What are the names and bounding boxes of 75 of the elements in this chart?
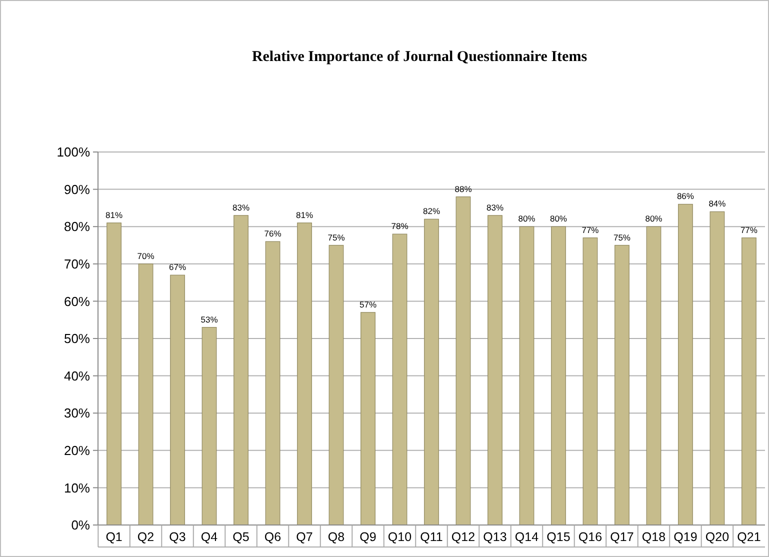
bar bbox=[424, 218, 439, 526]
x-tick-label: Q16 bbox=[578, 530, 602, 544]
data-label: 80% bbox=[518, 214, 536, 224]
x-tick-label: Q13 bbox=[483, 530, 507, 544]
data-label: 83% bbox=[486, 202, 504, 212]
x-tick-label: Q5 bbox=[232, 530, 250, 544]
y-tick-label: 100% bbox=[56, 144, 90, 160]
data-label: 84% bbox=[708, 198, 726, 209]
data-label: 86% bbox=[676, 191, 694, 202]
x-tick-label: Q19 bbox=[674, 530, 698, 544]
x-tick-label: Q4 bbox=[200, 530, 218, 544]
data-label: 81% bbox=[106, 210, 123, 220]
y-tick-label: 0% bbox=[71, 518, 90, 533]
bar bbox=[202, 327, 217, 526]
bar bbox=[456, 196, 471, 526]
bar bbox=[328, 244, 344, 526]
data-label: 75% bbox=[328, 232, 346, 242]
data-label: 77% bbox=[582, 224, 600, 235]
x-tick-label: Q17 bbox=[610, 530, 634, 544]
bar bbox=[551, 226, 566, 526]
y-tick-label: 40% bbox=[64, 368, 90, 384]
bar bbox=[106, 222, 122, 526]
x-tick-label: Q2 bbox=[137, 530, 154, 544]
bar bbox=[360, 312, 376, 526]
data-label: 67% bbox=[169, 262, 186, 272]
data-label: 77% bbox=[740, 224, 758, 235]
y-tick-label: 50% bbox=[64, 331, 90, 346]
bar bbox=[519, 226, 534, 526]
bar bbox=[678, 204, 693, 526]
x-tick-label: Q6 bbox=[264, 530, 282, 544]
y-tick-label: 60% bbox=[64, 294, 90, 309]
x-tick-label: Q10 bbox=[388, 530, 412, 544]
bar bbox=[170, 274, 185, 526]
data-label: 82% bbox=[422, 206, 440, 216]
x-tick-label: Q1 bbox=[106, 530, 122, 544]
x-tick-label: Q21 bbox=[737, 530, 761, 544]
bar bbox=[392, 234, 408, 526]
y-tick-label: 30% bbox=[64, 406, 90, 421]
data-label: 53% bbox=[200, 314, 218, 324]
bar bbox=[265, 241, 280, 526]
bar bbox=[234, 215, 248, 526]
x-tick-label: Q9 bbox=[360, 530, 376, 544]
data-label: 70% bbox=[137, 250, 155, 261]
data-label: 80% bbox=[550, 214, 568, 224]
data-label: 88% bbox=[454, 184, 472, 194]
x-tick-label: Q14 bbox=[514, 530, 539, 544]
x-tick-label: Q18 bbox=[642, 530, 666, 544]
x-tick-label: Q20 bbox=[705, 530, 730, 544]
x-tick-label: Q15 bbox=[546, 530, 570, 544]
data-label: 80% bbox=[645, 214, 663, 224]
bar bbox=[742, 237, 756, 526]
x-tick-label: Q3 bbox=[169, 530, 186, 544]
data-label: 75% bbox=[613, 232, 631, 242]
y-tick-label: 80% bbox=[64, 219, 90, 234]
data-label: 81% bbox=[296, 210, 314, 220]
bar bbox=[297, 222, 312, 526]
bar bbox=[710, 211, 725, 526]
x-tick-label: Q12 bbox=[451, 530, 476, 544]
data-label: 76% bbox=[264, 228, 282, 239]
x-tick-label: Q7 bbox=[296, 530, 313, 544]
data-label: 57% bbox=[360, 299, 377, 310]
chart-title: Relative Importance of Journal Questionnaire Items bbox=[252, 49, 588, 65]
data-label: 78% bbox=[391, 221, 409, 232]
data-label: 83% bbox=[232, 202, 250, 212]
y-tick-label: 20% bbox=[64, 442, 90, 458]
bar bbox=[646, 226, 662, 526]
x-tick-label: Q8 bbox=[328, 530, 345, 544]
y-tick-label: 10% bbox=[64, 480, 90, 496]
bar bbox=[582, 237, 598, 526]
x-tick-label: Q11 bbox=[420, 530, 443, 544]
y-tick-label: 70% bbox=[64, 256, 90, 272]
bar bbox=[138, 264, 154, 526]
y-tick-label: 90% bbox=[64, 182, 90, 197]
bar bbox=[614, 244, 630, 526]
bar bbox=[488, 215, 502, 526]
